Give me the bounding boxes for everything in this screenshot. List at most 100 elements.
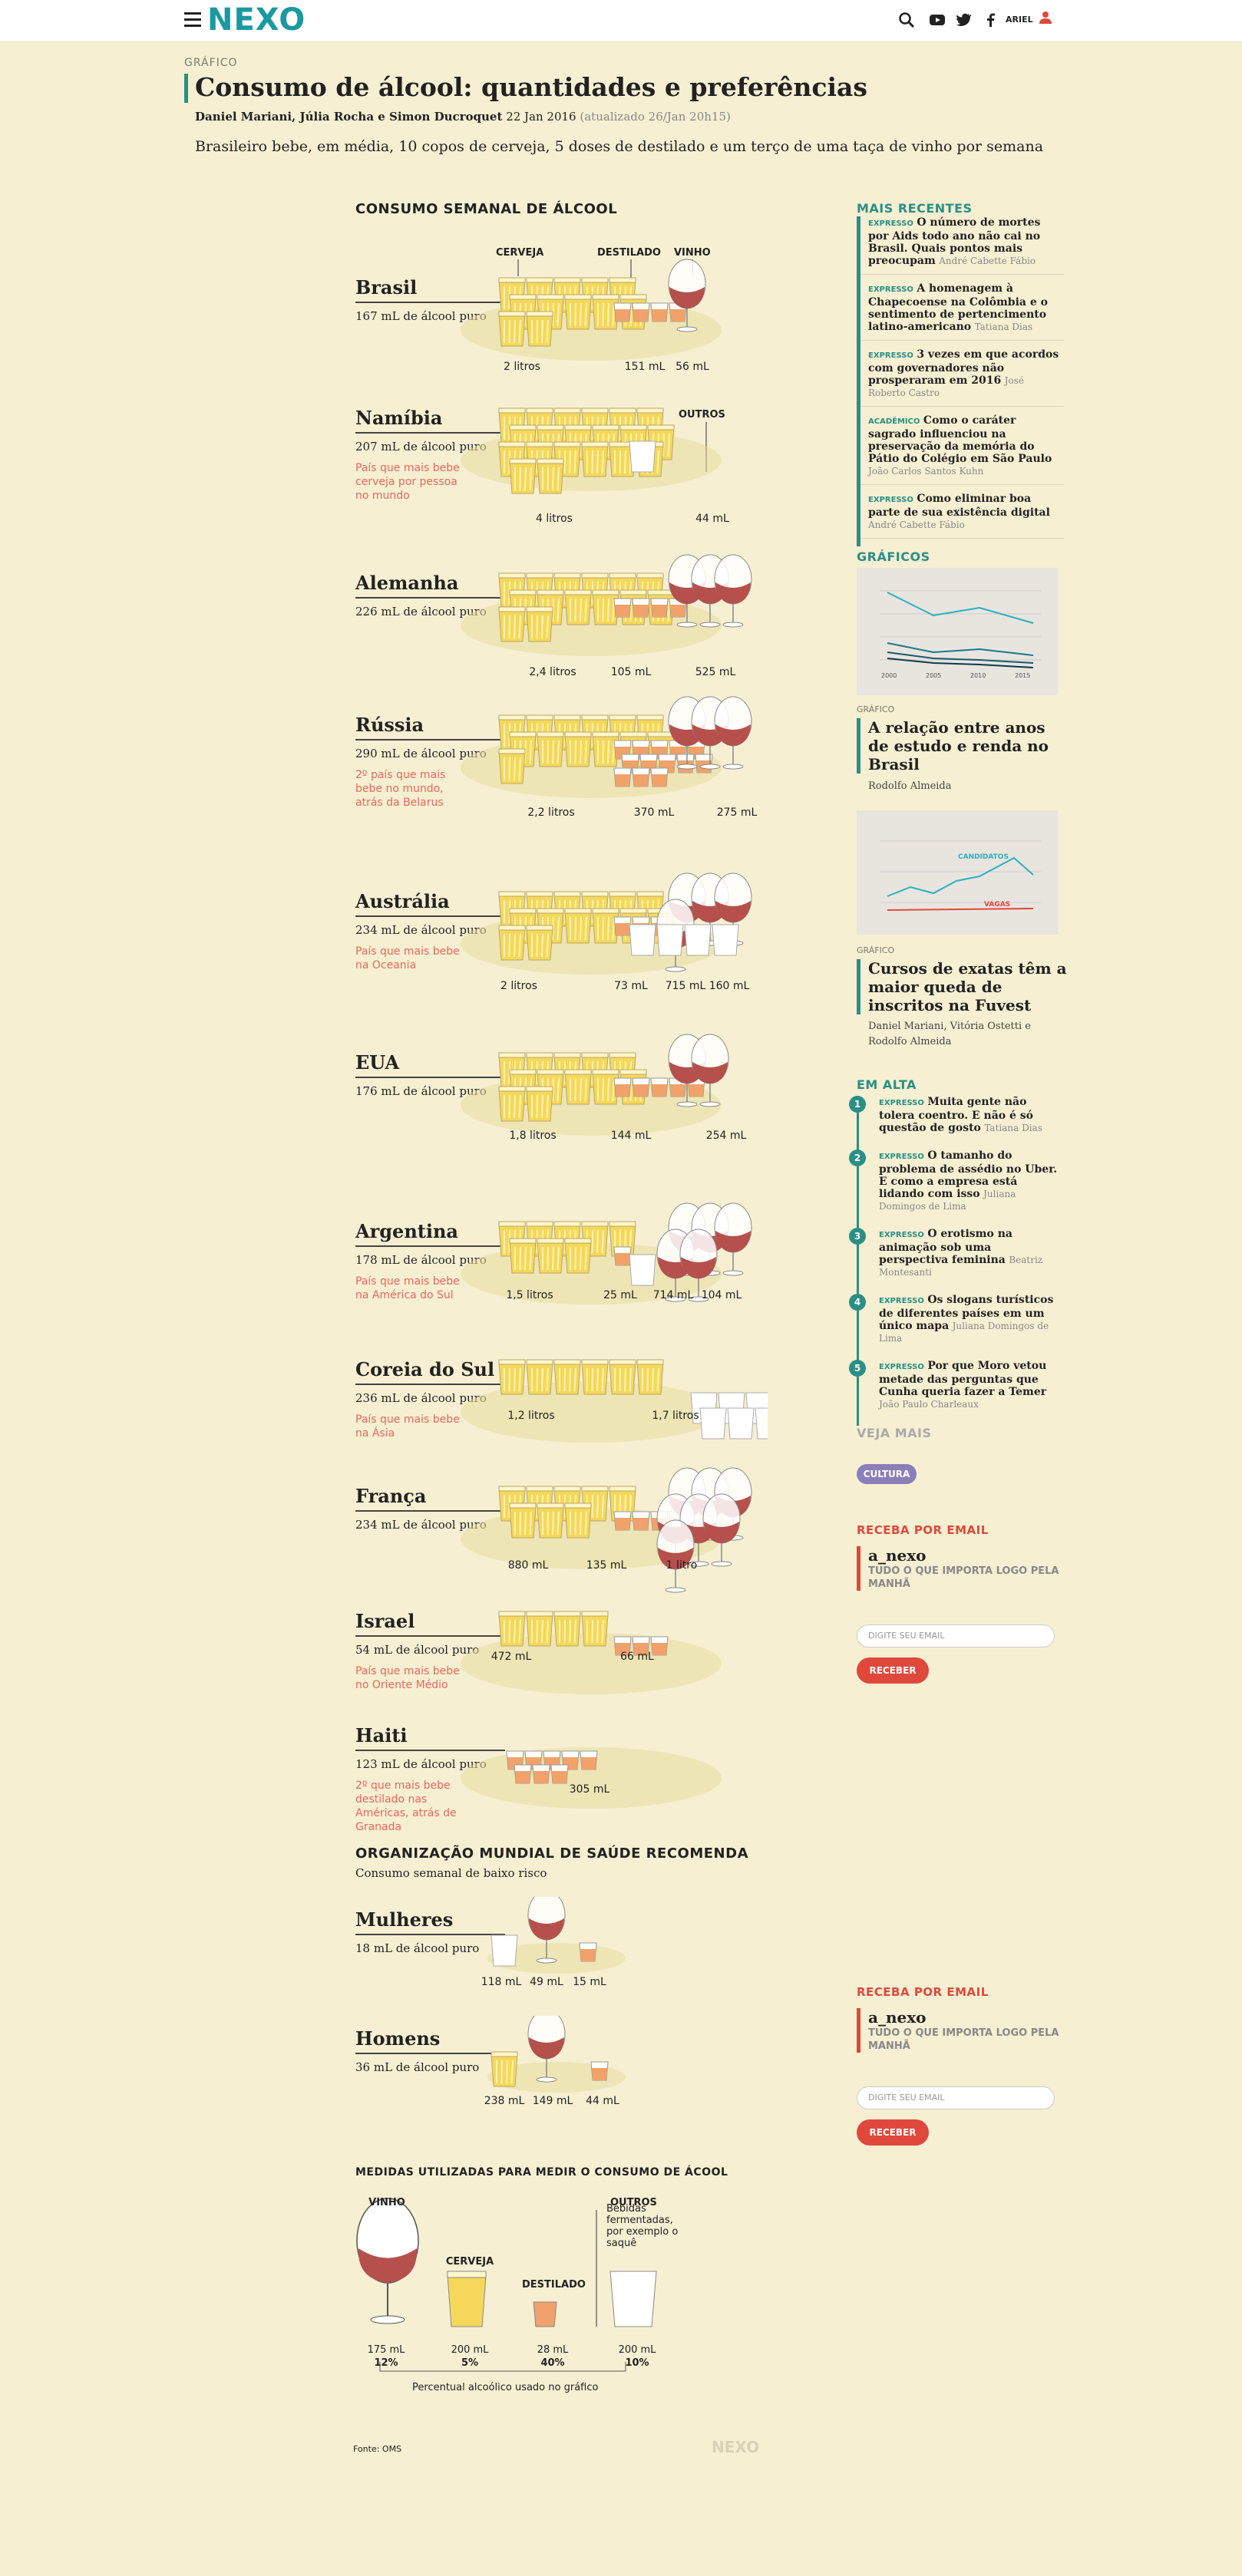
- volume-label: 144 mL: [610, 1130, 652, 1142]
- country-note: 2º país que mais bebe no mundo, atrás da…: [355, 769, 446, 809]
- beer-glass: [609, 1359, 636, 1395]
- trending-article[interactable]: 5 EXPRESSO Por que Moro vetou metade das …: [849, 1360, 1062, 1417]
- beer-glass: [491, 2051, 518, 2087]
- wine-glass-icon: [356, 2198, 419, 2324]
- oms-alcohol: 36 mL de álcool puro: [355, 2060, 480, 2074]
- user-name[interactable]: ARIEL: [1006, 15, 1033, 25]
- other-glass: [656, 924, 684, 956]
- article-author: Juliana Domingos de Lima: [879, 1189, 1016, 1212]
- volume-label: 714 mL: [652, 1289, 694, 1301]
- volume-label: 56 mL: [676, 361, 709, 373]
- wine-glass: [691, 1467, 729, 1541]
- spirit-glass: [613, 767, 632, 787]
- newsletter-card: a_nexo TUDO O QUE IMPORTA LOGO PELA MANHÃ: [857, 2008, 1064, 2053]
- nexo-logo[interactable]: NEXO: [207, 3, 306, 37]
- menu-icon[interactable]: [184, 12, 201, 28]
- article-tag: EXPRESSO: [868, 219, 913, 228]
- beer-glass: [647, 908, 675, 944]
- source: Fonte: OMS: [353, 2444, 402, 2454]
- recent-article[interactable]: EXPRESSO O número de mortes por Aids tod…: [860, 216, 1064, 275]
- beer-glass: [509, 589, 537, 625]
- spirit-glass: [658, 754, 676, 773]
- spirit-glass: [632, 916, 650, 936]
- beer-glass: [581, 891, 609, 927]
- article-headline[interactable]: O número de mortes por Aids todo ano não…: [868, 216, 1041, 267]
- article-headline[interactable]: Por que Moro vetou metade das perguntas …: [879, 1360, 1047, 1398]
- wine-glass: [679, 1493, 718, 1567]
- cultura-tag-button[interactable]: CULTURA: [857, 1464, 917, 1484]
- trending-article[interactable]: 2 EXPRESSO O tamanho do problema de asséd…: [849, 1149, 1062, 1219]
- logo-text: NEXO: [207, 2, 306, 38]
- trending-article[interactable]: 3 EXPRESSO O erotismo na animação sob uma…: [849, 1228, 1062, 1285]
- spirit-shot-icon: [533, 2301, 557, 2327]
- volume-label: 135 mL: [586, 1559, 627, 1572]
- grafico-tag-1: GRÁFICO: [857, 704, 895, 714]
- country-note: 2º que mais bebe destilado nas Américas,…: [355, 1779, 457, 1833]
- article-headline[interactable]: Como o caráter sagrado influenciou na pr…: [868, 414, 1052, 465]
- grafico-title-1[interactable]: A relação entre anos de estudo e renda n…: [857, 718, 1069, 773]
- beer-glass: [498, 748, 526, 784]
- beer-glass: [526, 572, 553, 609]
- article-headline[interactable]: O erotismo na animação sob uma perspecti…: [879, 1228, 1012, 1266]
- article-headline[interactable]: 3 vezes em que acordos com governadores …: [868, 348, 1059, 387]
- email-input[interactable]: DIGITE SEU EMAIL: [857, 1624, 1055, 1648]
- beer-glass: [537, 458, 564, 494]
- beer-glass: [526, 407, 553, 444]
- beer-glass: [526, 1359, 553, 1395]
- grafico-title-2[interactable]: Cursos de exatas têm a maior queda de in…: [857, 959, 1069, 1014]
- article-headline[interactable]: Muita gente não tolera coentro. E não é …: [879, 1096, 1033, 1134]
- trending-article[interactable]: 1 EXPRESSO Muita gente não tolera coentro…: [849, 1096, 1062, 1140]
- beer-glass: [619, 589, 647, 625]
- article-tag: EXPRESSO: [868, 496, 913, 504]
- article-tag: EXPRESSO: [879, 1297, 924, 1305]
- spirit-glass: [632, 1077, 650, 1097]
- newsletter-card: a_nexo TUDO O QUE IMPORTA LOGO PELA MANHÃ: [857, 1546, 1064, 1591]
- newsletter-title: RECEBA POR EMAIL: [857, 1985, 989, 1999]
- recent-article[interactable]: EXPRESSO A homenagem à Chapecoense na Co…: [860, 282, 1064, 341]
- line-chart-thumbnail: [880, 590, 1041, 668]
- spirit-glass: [650, 302, 669, 322]
- beer-glass: [526, 1486, 553, 1522]
- wine-glass: [691, 1034, 729, 1107]
- article-headline[interactable]: A homenagem à Chapecoense na Colômbia e …: [868, 282, 1048, 333]
- beer-glass: [609, 1052, 636, 1088]
- search-icon[interactable]: [898, 12, 915, 28]
- country-note: País que mais bebe na Ásia: [355, 1413, 460, 1440]
- grafico-thumbnail-2[interactable]: [857, 810, 1058, 935]
- grafico-thumbnail-1[interactable]: [857, 568, 1058, 695]
- article-headline[interactable]: Como eliminar boa parte de sua existênci…: [868, 493, 1050, 519]
- trending-article[interactable]: 4 EXPRESSO Os slogans turísticos de difer…: [849, 1294, 1062, 1351]
- user-icon[interactable]: [1039, 11, 1052, 25]
- article-title: Consumo de álcool: quantidades e preferê…: [195, 72, 867, 102]
- facebook-icon[interactable]: [983, 12, 999, 28]
- spirit-glass: [590, 2061, 609, 2081]
- beer-glass: [609, 441, 636, 477]
- spirit-glass: [621, 754, 639, 773]
- subscribe-button[interactable]: RECEBER: [857, 2119, 929, 2146]
- recent-article[interactable]: EXPRESSO Como eliminar boa parte de sua …: [860, 493, 1064, 539]
- volume-label: 275 mL: [716, 806, 758, 819]
- outros-cup-icon: [609, 2271, 657, 2327]
- beer-glass: [581, 1359, 609, 1395]
- volume-label: 104 mL: [701, 1289, 742, 1301]
- volume-label: 66 mL: [620, 1651, 654, 1663]
- beer-glass: [592, 294, 619, 330]
- recent-article[interactable]: ACADÊMICO Como o caráter sagrado influen…: [860, 414, 1064, 485]
- beer-glass: [509, 458, 537, 494]
- youtube-icon[interactable]: [929, 12, 946, 28]
- article-headline[interactable]: O tamanho do problema de assédio no Uber…: [879, 1149, 1058, 1200]
- beer-glass: [526, 311, 553, 347]
- newsletter-name: a_nexo: [868, 1546, 927, 1565]
- subscribe-button[interactable]: RECEBER: [857, 1657, 929, 1684]
- beer-glass: [537, 1069, 564, 1105]
- authors: Daniel Mariani, Júlia Rocha e Simon Ducr…: [195, 110, 503, 124]
- beer-glass: [564, 731, 592, 767]
- beer-glass: [537, 1502, 564, 1539]
- article-headline[interactable]: Os slogans turísticos de diferentes país…: [879, 1294, 1054, 1332]
- volume-label: 160 mL: [709, 980, 750, 992]
- recent-article[interactable]: EXPRESSO 3 vezes em que acordos com gove…: [860, 348, 1064, 407]
- twitter-icon[interactable]: [956, 12, 973, 28]
- article-author: José Roberto Castro: [868, 375, 1024, 398]
- spirit-glass: [650, 598, 669, 618]
- email-input[interactable]: DIGITE SEU EMAIL: [857, 2086, 1055, 2109]
